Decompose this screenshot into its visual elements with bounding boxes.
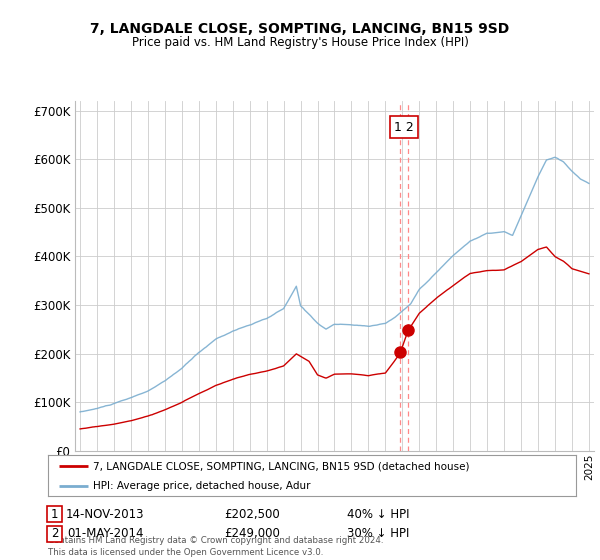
Text: 7, LANGDALE CLOSE, SOMPTING, LANCING, BN15 9SD: 7, LANGDALE CLOSE, SOMPTING, LANCING, BN… [91, 22, 509, 36]
Text: 30% ↓ HPI: 30% ↓ HPI [347, 527, 409, 540]
Text: £202,500: £202,500 [224, 507, 280, 521]
Text: 01-MAY-2014: 01-MAY-2014 [67, 527, 143, 540]
Text: 2: 2 [51, 527, 58, 540]
Text: 7, LANGDALE CLOSE, SOMPTING, LANCING, BN15 9SD (detached house): 7, LANGDALE CLOSE, SOMPTING, LANCING, BN… [93, 461, 469, 472]
Text: £249,000: £249,000 [224, 527, 280, 540]
Text: Price paid vs. HM Land Registry's House Price Index (HPI): Price paid vs. HM Land Registry's House … [131, 36, 469, 49]
Text: 1 2: 1 2 [394, 120, 414, 133]
Text: HPI: Average price, detached house, Adur: HPI: Average price, detached house, Adur [93, 481, 310, 491]
Text: 40% ↓ HPI: 40% ↓ HPI [347, 507, 409, 521]
Text: 1: 1 [51, 507, 58, 521]
Text: 14-NOV-2013: 14-NOV-2013 [66, 507, 144, 521]
Text: Contains HM Land Registry data © Crown copyright and database right 2024.
This d: Contains HM Land Registry data © Crown c… [48, 536, 383, 557]
